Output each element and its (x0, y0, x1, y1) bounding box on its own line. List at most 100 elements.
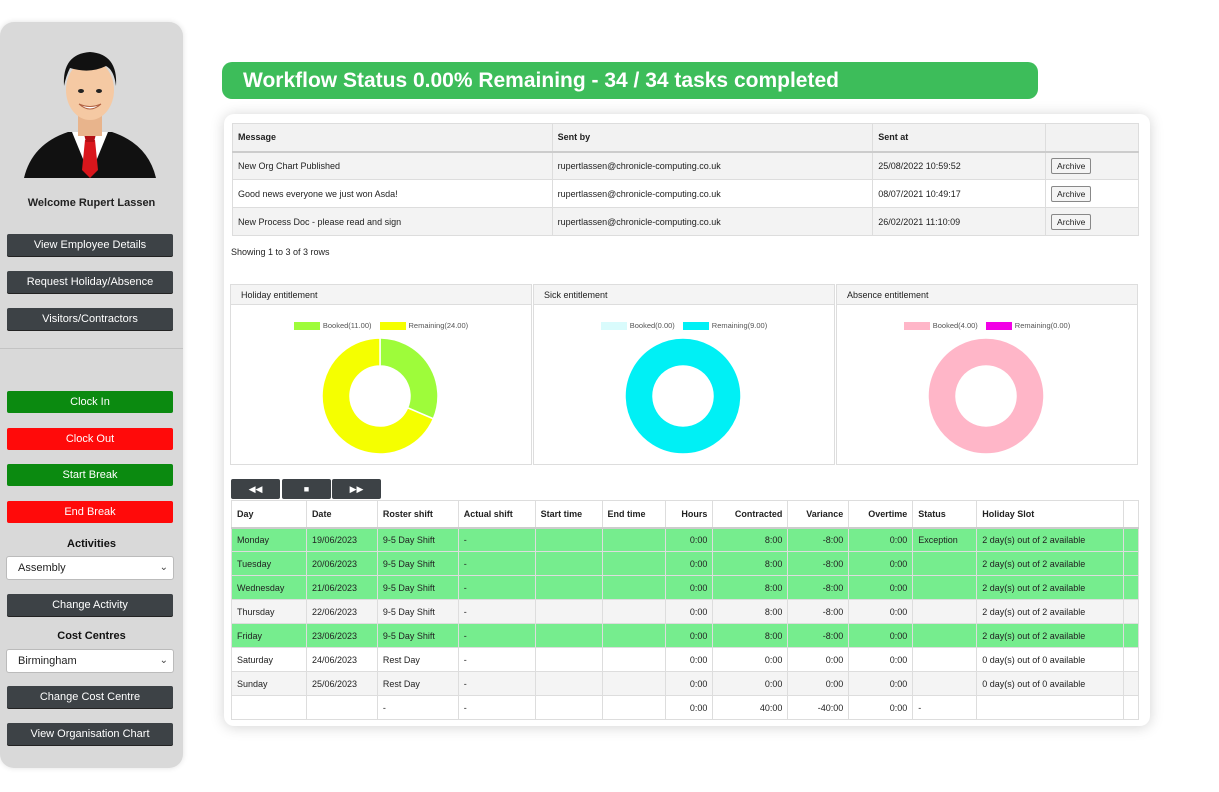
roster-cell-variance: -8:00 (787, 575, 850, 600)
archive-button[interactable]: Archive (1051, 185, 1092, 202)
chart-title: Holiday entitlement (231, 285, 531, 305)
chevron-down-icon: ⌄ (159, 562, 168, 573)
roster-cell-roster: 9-5 Day Shift (376, 575, 459, 600)
cost-centre-select[interactable]: Birmingham ⌄ (6, 649, 174, 673)
legend-item[interactable]: Remaining(0.00) (985, 321, 1070, 331)
roster-cell-day: Monday (231, 527, 307, 552)
legend-item[interactable]: Remaining(9.00) (682, 321, 767, 331)
column-header: Date (305, 500, 378, 529)
clock-in-button[interactable]: Clock In (7, 391, 173, 413)
roster-cell-slot: 2 day(s) out of 2 available (976, 527, 1124, 552)
cost-centre-select-value: Birmingham (18, 655, 77, 667)
roster-cell-contracted: 0:00 (712, 647, 789, 672)
holiday-entitlement-chart: Holiday entitlement Booked(11.00) Remainin… (230, 284, 532, 465)
roster-cell-overtime: 0:00 (848, 527, 914, 552)
roster-cell-hours: 0:00 (665, 647, 714, 672)
roster-cell-start (534, 575, 603, 600)
roster-cell-start (534, 671, 603, 696)
view-org-chart-button[interactable]: View Organisation Chart (7, 723, 173, 745)
roster-cell-actual: - (457, 623, 536, 648)
roster-cell-slot: 2 day(s) out of 2 available (976, 575, 1124, 600)
request-holiday-button[interactable]: Request Holiday/Absence (7, 271, 173, 293)
roster-cell-date (305, 695, 378, 720)
visitors-contractors-button[interactable]: Visitors/Contractors (7, 308, 173, 330)
roster-cell-contracted: 0:00 (712, 671, 789, 696)
legend-item[interactable]: Booked(4.00) (903, 321, 978, 331)
user-avatar (24, 52, 156, 178)
roster-cell-date: 22/06/2023 (305, 599, 378, 624)
roster-cell-roster: 9-5 Day Shift (376, 527, 459, 552)
column-header: Sent at (872, 123, 1047, 153)
column-header: Sent by (551, 123, 874, 153)
archive-button[interactable]: Archive (1051, 213, 1092, 230)
donut-slice[interactable] (927, 337, 1045, 455)
message-text: New Process Doc - please read and sign (232, 207, 553, 236)
roster-cell-status (912, 623, 978, 648)
activity-select[interactable]: Assembly ⌄ (6, 556, 174, 580)
current-week-button[interactable]: ■ (282, 479, 331, 499)
roster-cell-roster: 9-5 Day Shift (376, 599, 459, 624)
chart-title: Sick entitlement (534, 285, 834, 305)
legend-item[interactable]: Remaining(24.00) (379, 321, 468, 331)
message-timestamp: 08/07/2021 10:49:17 (872, 179, 1047, 208)
chart-title: Absence entitlement (837, 285, 1137, 305)
roster-cell-end (601, 599, 667, 624)
chart-legend: Booked(11.00) Remaining(24.00) (231, 321, 531, 331)
view-employee-details-button[interactable]: View Employee Details (7, 234, 173, 256)
roster-cell-day: Sunday (231, 671, 307, 696)
roster-cell-contracted: 8:00 (712, 599, 789, 624)
roster-cell-status (912, 575, 978, 600)
roster-cell-day: Saturday (231, 647, 307, 672)
roster-cell-roster: Rest Day (376, 671, 459, 696)
donut-slice[interactable] (321, 337, 435, 455)
roster-cell-status: - (912, 695, 978, 720)
roster-cell-status (912, 551, 978, 576)
column-header: End time (601, 500, 667, 529)
roster-cell-contracted: 8:00 (712, 575, 789, 600)
chart-legend: Booked(4.00) Remaining(0.00) (837, 321, 1137, 331)
roster-cell-end (601, 647, 667, 672)
column-header: Day (231, 500, 307, 529)
roster-cell-day: Wednesday (231, 575, 307, 600)
legend-swatch (682, 322, 709, 331)
next-week-button[interactable]: ▶▶ (332, 479, 381, 499)
change-activity-button[interactable]: Change Activity (7, 594, 173, 616)
clock-out-button[interactable]: Clock Out (7, 428, 173, 450)
messages-table: Message Sent by Sent at New Org Chart Pu… (232, 123, 1139, 236)
legend-item[interactable]: Booked(11.00) (293, 321, 372, 331)
workflow-status-banner: Workflow Status 0.00% Remaining - 34 / 3… (222, 62, 1038, 99)
roster-cell-hours: 0:00 (665, 695, 714, 720)
roster-cell-roster: 9-5 Day Shift (376, 623, 459, 648)
roster-cell-overtime: 0:00 (848, 647, 914, 672)
sick-entitlement-chart: Sick entitlement Booked(0.00) Remaining(9.… (533, 284, 835, 465)
roster-row: - -0:00 40:00 -40:00 0:00- (231, 695, 1140, 720)
roster-cell-end (601, 623, 667, 648)
sidebar-divider (0, 348, 183, 349)
archive-cell: Archive (1045, 179, 1139, 208)
roster-cell-slot (976, 695, 1124, 720)
end-break-button[interactable]: End Break (7, 501, 173, 523)
archive-button[interactable]: Archive (1051, 157, 1092, 174)
message-text: Good news everyone we just won Asda! (232, 179, 553, 208)
archive-cell: Archive (1045, 207, 1139, 236)
donut-slice[interactable] (624, 337, 742, 455)
column-header (1122, 500, 1140, 529)
roster-cell-variance: -40:00 (787, 695, 850, 720)
message-row: New Process Doc - please read and sign ru… (232, 207, 1139, 236)
roster-cell-end (601, 527, 667, 552)
roster-cell-roster: 9-5 Day Shift (376, 551, 459, 576)
roster-cell-overtime: 0:00 (848, 695, 914, 720)
previous-week-button[interactable]: ◀◀ (231, 479, 280, 499)
start-break-button[interactable]: Start Break (7, 464, 173, 486)
message-text: New Org Chart Published (232, 151, 553, 180)
chart-legend: Booked(0.00) Remaining(9.00) (534, 321, 834, 331)
change-cost-centre-button[interactable]: Change Cost Centre (7, 686, 173, 708)
roster-cell-variance: -8:00 (787, 623, 850, 648)
legend-swatch (379, 322, 406, 331)
roster-cell-spacer (1122, 671, 1140, 696)
message-row: New Org Chart Published rupertlassen@chro… (232, 151, 1139, 180)
donut-slice[interactable] (379, 337, 439, 420)
roster-cell-hours: 0:00 (665, 575, 714, 600)
roster-row: Friday 23/06/2023 9-5 Day Shift -0:00 8:00 -8… (231, 623, 1140, 648)
legend-item[interactable]: Booked(0.00) (600, 321, 675, 331)
